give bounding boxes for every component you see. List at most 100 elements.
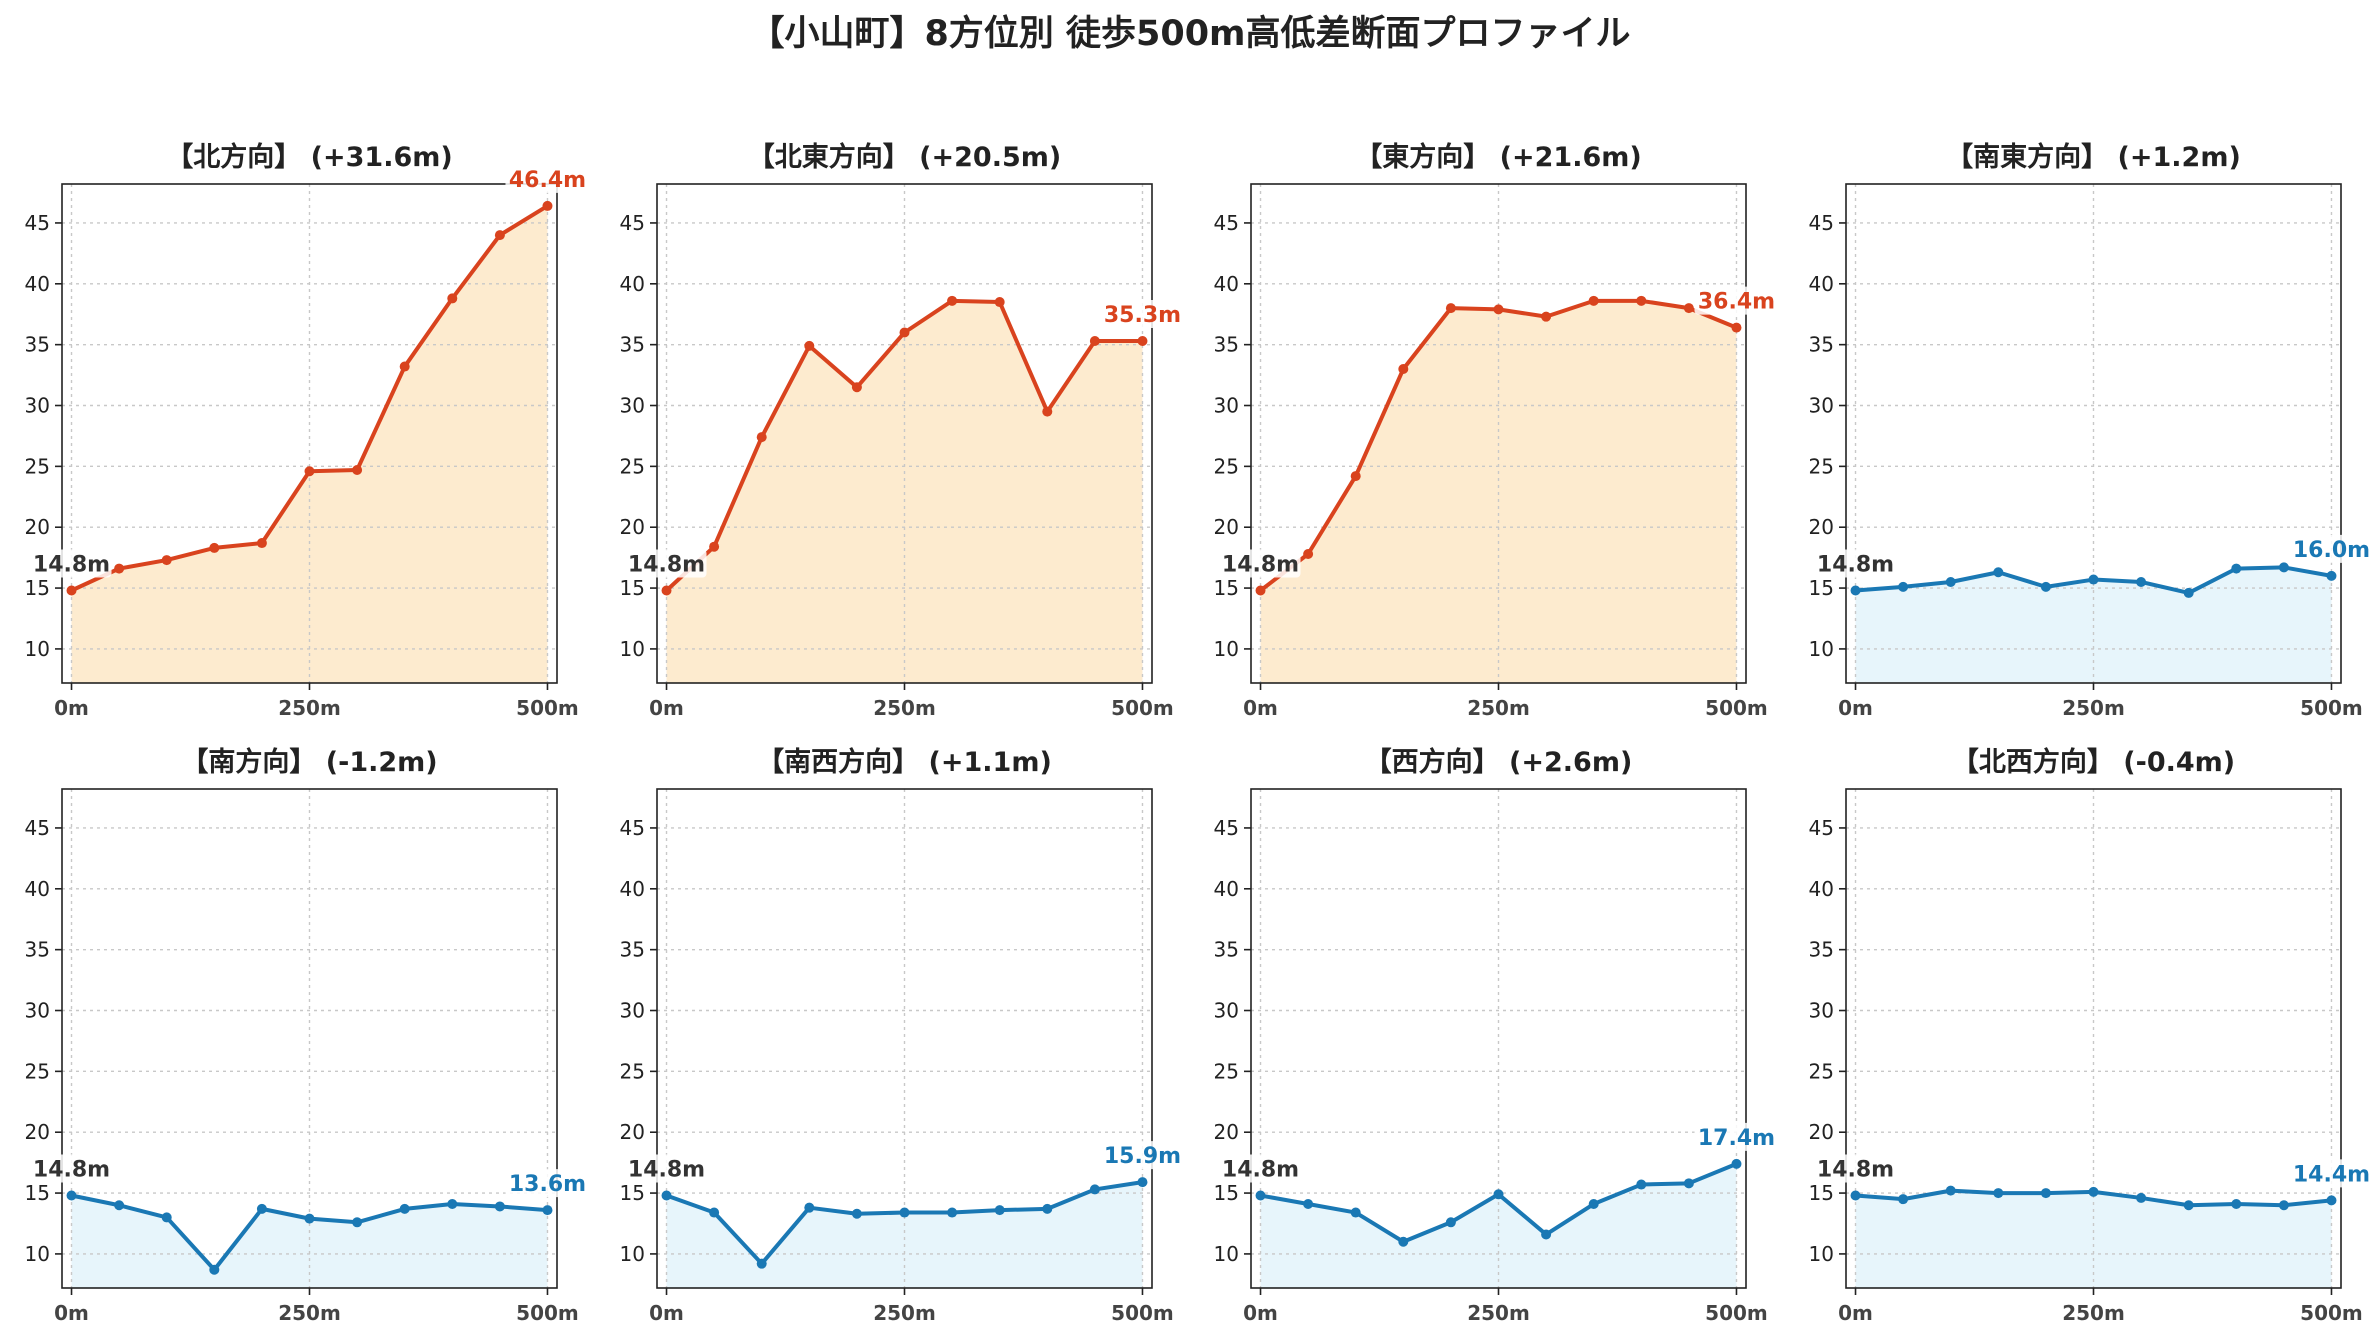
data-point (947, 295, 958, 306)
data-point (1303, 1199, 1314, 1210)
panel-title: 【西方向】 (+2.6m) (1365, 746, 1633, 778)
data-point (2326, 570, 2337, 581)
data-point (114, 1200, 125, 1211)
data-point (399, 361, 410, 372)
end-label-box (505, 164, 590, 193)
start-label-box (1220, 1154, 1301, 1183)
panel-title: 【東方向】 (+21.6m) (1355, 141, 1641, 173)
data-point (1255, 1190, 1266, 1201)
panel-6: 【西方向】 (+2.6m) 10 15 20 25 30 35 40 45 0m 250m 500m 1… (1214, 746, 1779, 1325)
data-point (1137, 1177, 1148, 1188)
data-point (2326, 1195, 2337, 1206)
data-point (304, 1213, 315, 1224)
y-tick-label: 30 (1809, 999, 1834, 1023)
data-point (1731, 1158, 1742, 1169)
start-elevation-label: 14.8m (1817, 1158, 1894, 1183)
y-tick-label: 10 (1809, 1242, 1834, 1266)
y-tick-label: 45 (1809, 816, 1834, 840)
data-point (1683, 1178, 1694, 1189)
data-point (1588, 295, 1599, 306)
x-tick-label: 250m (2062, 696, 2125, 720)
x-tick-label: 0m (649, 696, 684, 720)
data-point (2040, 581, 2051, 592)
y-tick-label: 45 (1214, 211, 1239, 235)
x-tick-label: 250m (1467, 1301, 1530, 1325)
data-point (756, 432, 767, 443)
end-label-box (1100, 300, 1185, 329)
y-tick-label: 45 (620, 211, 645, 235)
y-tick-label: 10 (25, 637, 50, 661)
end-label-box (2289, 1159, 2374, 1188)
x-tick-label: 500m (516, 1301, 579, 1325)
y-tick-label: 20 (1214, 515, 1239, 539)
end-elevation-label: 17.4m (1698, 1126, 1775, 1151)
data-point (2231, 563, 2242, 574)
panel-title: 【北方向】 (+31.6m) (166, 141, 452, 173)
x-tick-label: 250m (2062, 1301, 2125, 1325)
data-point (2183, 587, 2194, 598)
x-tick-label: 500m (2300, 1301, 2363, 1325)
y-tick-label: 40 (1809, 877, 1834, 901)
end-elevation-label: 36.4m (1698, 290, 1775, 315)
start-label-box (31, 549, 112, 578)
elevation-area (71, 205, 548, 683)
y-tick-label: 25 (25, 454, 50, 478)
data-point (804, 340, 815, 351)
end-label-box (1694, 1122, 1779, 1151)
data-point (1945, 1185, 1956, 1196)
y-tick-label: 25 (1214, 454, 1239, 478)
y-tick-label: 20 (1809, 515, 1834, 539)
y-tick-label: 30 (1214, 394, 1239, 418)
data-point (1042, 406, 1053, 417)
data-point (1588, 1199, 1599, 1210)
data-point (1398, 363, 1409, 374)
x-tick-label: 500m (2300, 696, 2363, 720)
data-point (2088, 574, 2099, 585)
x-tick-label: 0m (1243, 1301, 1278, 1325)
elevation-area (666, 1182, 1143, 1288)
data-point (756, 1258, 767, 1269)
y-tick-label: 30 (25, 999, 50, 1023)
data-point (1850, 585, 1861, 596)
data-point (304, 466, 315, 477)
data-point (494, 1201, 505, 1212)
data-point (1350, 471, 1361, 482)
x-tick-label: 500m (1705, 696, 1768, 720)
data-point (1089, 336, 1100, 347)
y-tick-label: 40 (620, 272, 645, 296)
y-tick-label: 25 (1809, 1059, 1834, 1083)
x-tick-label: 250m (278, 696, 341, 720)
data-point (2278, 562, 2289, 573)
data-point (851, 382, 862, 393)
panel-title: 【北西方向】 (-0.4m) (1952, 746, 2235, 778)
data-point (1089, 1184, 1100, 1195)
data-point (851, 1208, 862, 1219)
y-tick-label: 30 (1809, 394, 1834, 418)
start-elevation-label: 14.8m (628, 1158, 705, 1183)
data-point (494, 230, 505, 241)
start-elevation-label: 14.8m (33, 553, 110, 578)
y-tick-label: 35 (620, 333, 645, 357)
data-point (1636, 295, 1647, 306)
y-tick-label: 25 (620, 1059, 645, 1083)
data-point (256, 538, 267, 549)
start-elevation-label: 14.8m (1222, 553, 1299, 578)
y-tick-label: 45 (25, 211, 50, 235)
y-tick-label: 30 (620, 394, 645, 418)
y-tick-label: 20 (1214, 1120, 1239, 1144)
data-point (66, 585, 77, 596)
data-point (661, 585, 672, 596)
x-tick-label: 250m (1467, 696, 1530, 720)
start-label-box (1815, 1154, 1896, 1183)
y-tick-label: 10 (1214, 1242, 1239, 1266)
data-point (1850, 1190, 1861, 1201)
end-elevation-label: 35.3m (1104, 303, 1181, 328)
y-tick-label: 10 (1214, 637, 1239, 661)
data-point (1303, 548, 1314, 559)
data-point (1945, 576, 1956, 587)
data-point (161, 1212, 172, 1223)
y-tick-label: 15 (1809, 576, 1834, 600)
y-tick-label: 10 (620, 637, 645, 661)
y-tick-label: 45 (1214, 816, 1239, 840)
